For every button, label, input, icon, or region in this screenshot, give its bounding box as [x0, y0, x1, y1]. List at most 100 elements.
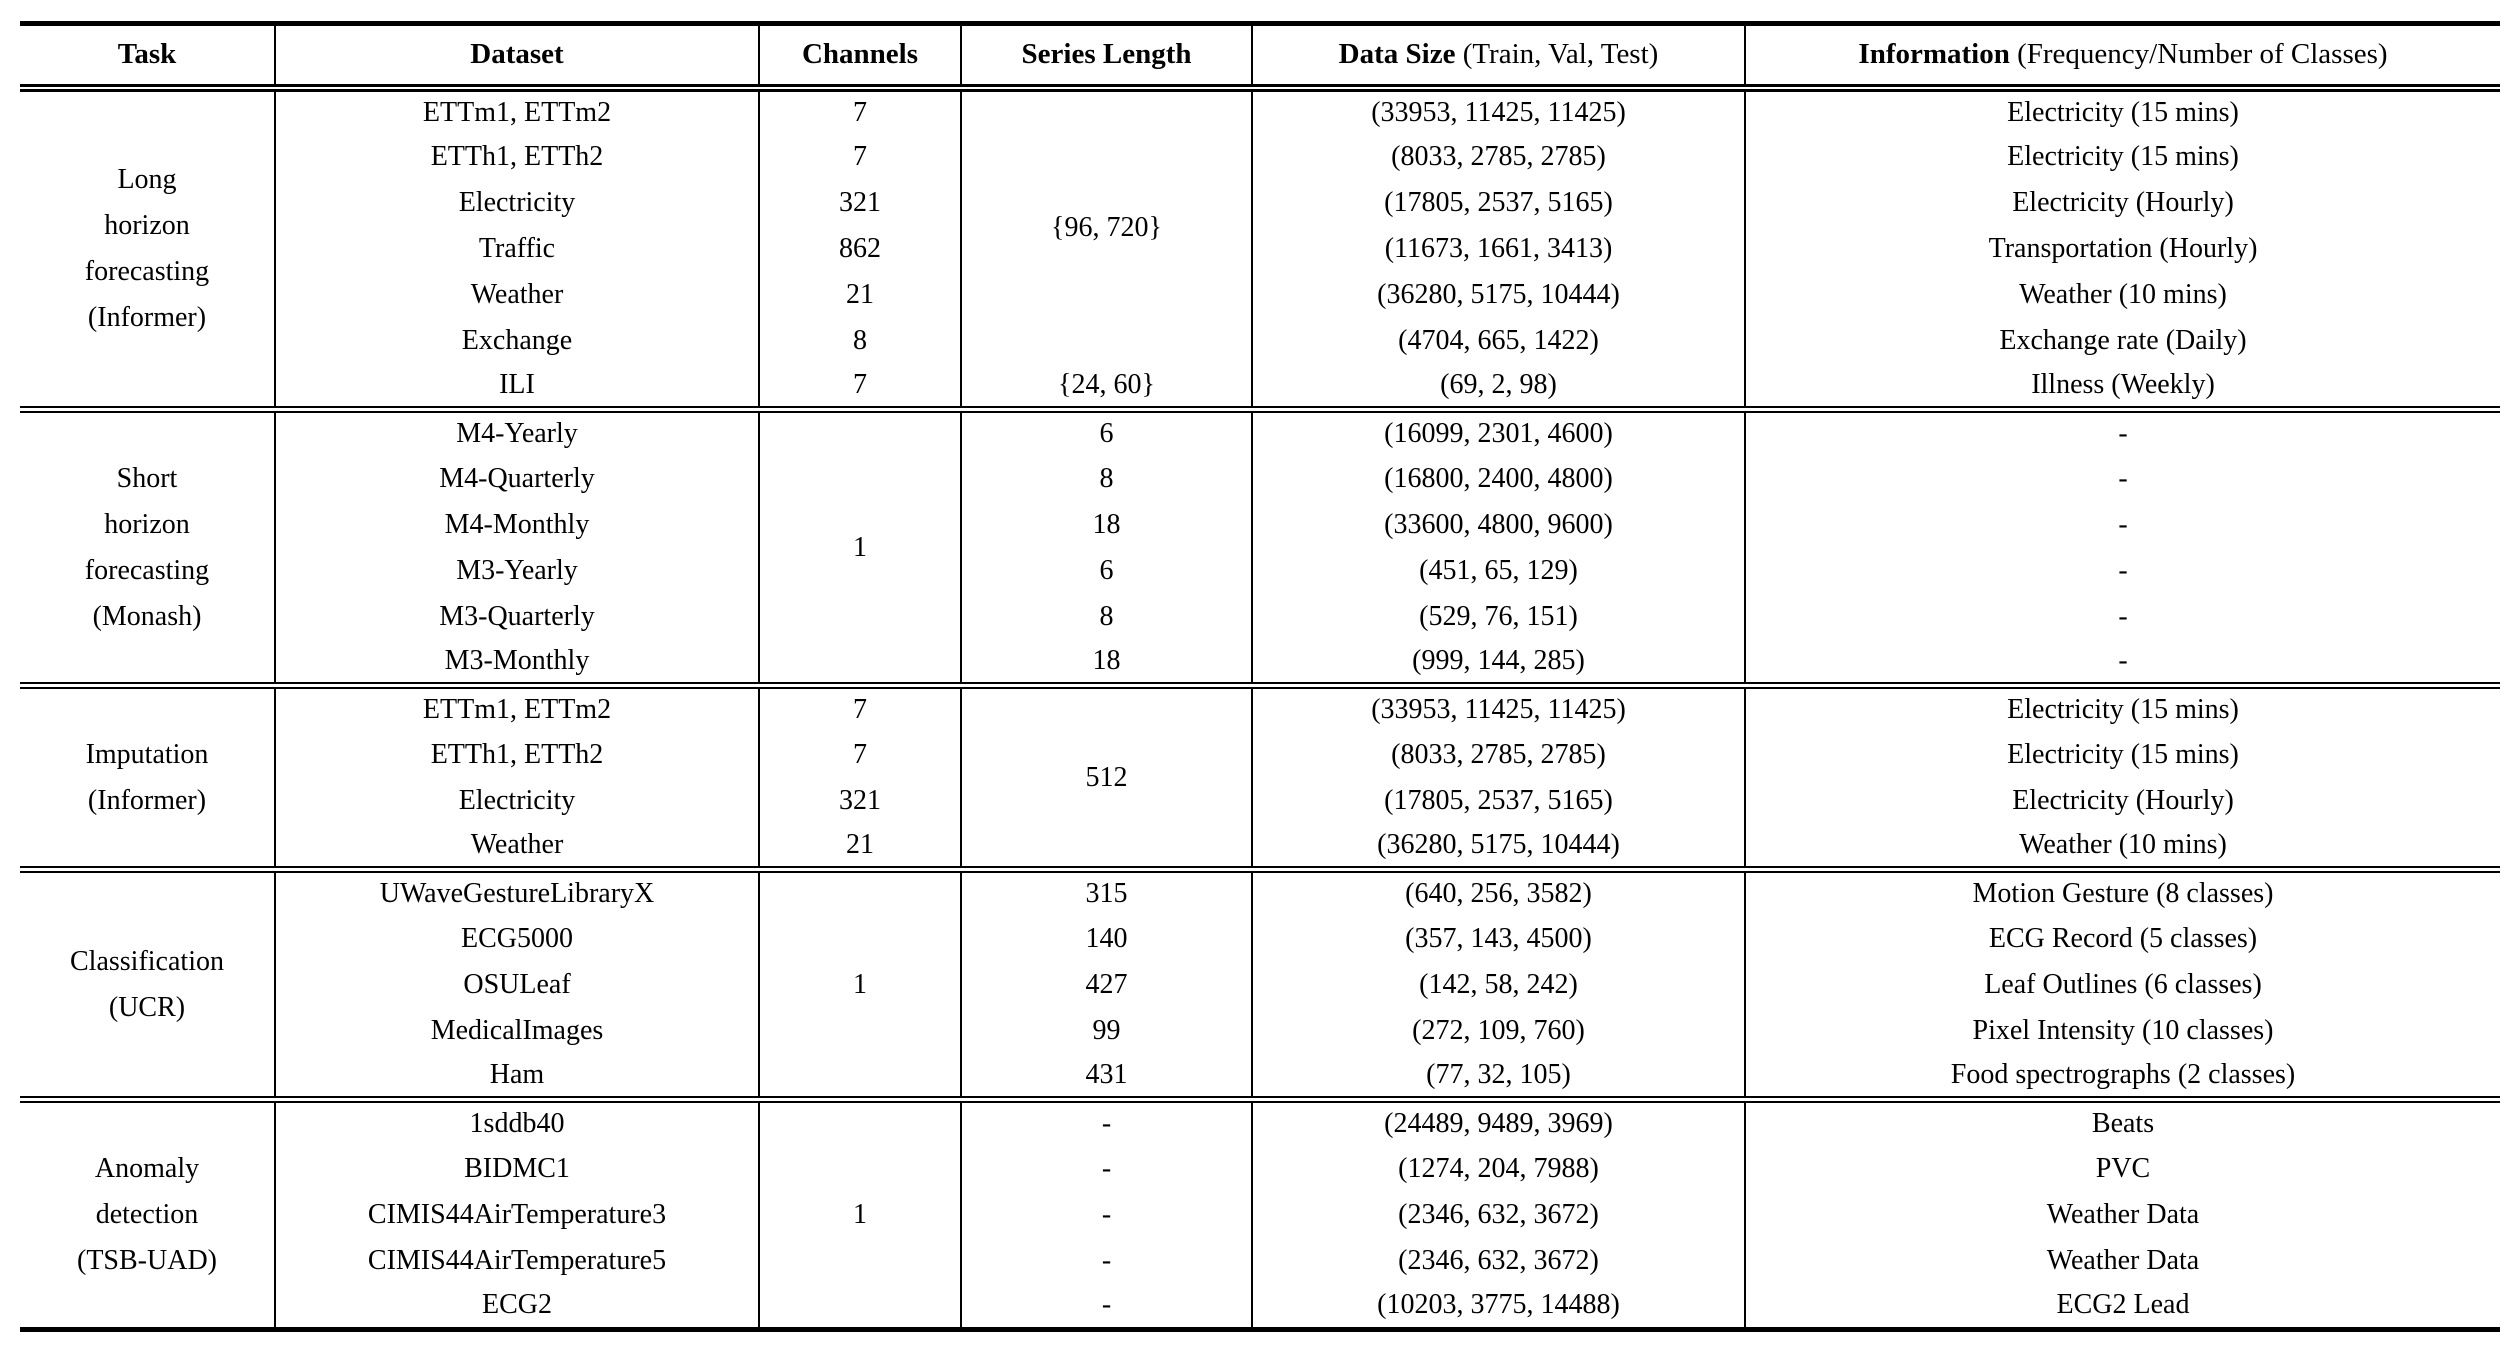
information-cell: PVC: [1744, 1145, 2500, 1192]
table-row: BIDMC1 - (1274, 204, 7988) PVC: [20, 1145, 2500, 1192]
table-row: CIMIS44AirTemperature3 - (2346, 632, 3672)…: [20, 1191, 2500, 1238]
information-cell: Weather Data: [1744, 1237, 2500, 1284]
table-row: ETTh1, ETTh2 7 (8033, 2785, 2785) Electrici…: [20, 133, 2500, 180]
dataset-cell: CIMIS44AirTemperature3: [274, 1191, 759, 1238]
information-cell: Electricity (15 mins): [1744, 731, 2500, 778]
dataset-cell: ECG5000: [274, 915, 759, 962]
data-size-cell: (24489, 9489, 3969): [1251, 1096, 1745, 1146]
table-row: Traffic 862 (11673, 1661, 3413) Transportat…: [20, 225, 2500, 272]
col-header-information-bold: Information: [1858, 38, 2010, 71]
channels-cell: 862: [758, 225, 961, 272]
information-cell: Weather (10 mins): [1744, 823, 2500, 870]
table-row: ECG5000 140 (357, 143, 4500) ECG Record (5 …: [20, 915, 2500, 962]
task-cell: Anomaly detection (TSB-UAD): [20, 1096, 275, 1330]
table-row: M4-Quarterly 8 (16800, 2400, 4800) -: [20, 455, 2500, 502]
information-cell: ECG2 Lead: [1744, 1283, 2500, 1330]
dataset-cell: Electricity: [274, 777, 759, 824]
series-length-cell: 8: [960, 593, 1252, 640]
table-row: ECG2 - (10203, 3775, 14488) ECG2 Lead: [20, 1283, 2500, 1330]
table-row: Anomaly detection (TSB-UAD) 1sddb40 1- (24489…: [20, 1096, 2500, 1330]
dataset-cell: CIMIS44AirTemperature5: [274, 1237, 759, 1284]
series-length-cell: 427: [960, 961, 1252, 1008]
series-length-cell: -: [960, 1096, 1252, 1146]
series-length-cell: -: [960, 1191, 1252, 1238]
col-header-channels-bold: Channels: [801, 38, 919, 71]
channels-cell: 321: [758, 777, 961, 824]
table-row: Classification (UCR) UWaveGestureLibraryX 1…: [20, 866, 2500, 1100]
col-header-data-size-bold: Data Size: [1338, 38, 1456, 71]
col-header-task: Task: [20, 23, 275, 92]
series-length-cell: 99: [960, 1007, 1252, 1054]
dataset-cell: OSULeaf: [274, 961, 759, 1008]
dataset-cell: M3-Quarterly: [274, 593, 759, 640]
table-row: Ham 431 (77, 32, 105) Food spectrographs (2…: [20, 1053, 2500, 1100]
header-row: Task Dataset Channels Series Length Data Siz…: [20, 23, 2500, 92]
series-length-cell: 18: [960, 501, 1252, 548]
information-cell: Weather (10 mins): [1744, 271, 2500, 318]
task-cell: Classification (UCR): [20, 866, 275, 1100]
data-size-cell: (16099, 2301, 4600): [1251, 406, 1745, 456]
dataset-cell: Exchange: [274, 317, 759, 364]
information-cell: Electricity (Hourly): [1744, 179, 2500, 226]
channels-cell: 7: [758, 84, 961, 134]
series-length-cell: -: [960, 1283, 1252, 1330]
col-header-data-size: Data Size (Train, Val, Test): [1251, 23, 1745, 92]
dataset-cell: ETTh1, ETTh2: [274, 133, 759, 180]
table-row: M4-Monthly 18 (33600, 4800, 9600) -: [20, 501, 2500, 548]
series-length-cell: 6: [960, 547, 1252, 594]
table-row: Electricity 321 (17805, 2537, 5165) Electri…: [20, 777, 2500, 824]
col-header-information-normal: (Frequency/Number of Classes): [2009, 38, 2388, 71]
data-size-cell: (10203, 3775, 14488): [1251, 1283, 1745, 1330]
data-size-cell: (8033, 2785, 2785): [1251, 133, 1745, 180]
series-length-cell: {24, 60}: [960, 363, 1252, 410]
information-cell: Beats: [1744, 1096, 2500, 1146]
dataset-cell: Ham: [274, 1053, 759, 1100]
dataset-cell: Weather: [274, 271, 759, 318]
data-size-cell: (33953, 11425, 11425): [1251, 84, 1745, 134]
task-cell: Imputation (Informer): [20, 682, 275, 870]
dataset-cell: ECG2: [274, 1283, 759, 1330]
dataset-cell: BIDMC1: [274, 1145, 759, 1192]
dataset-cell: M4-Yearly: [274, 406, 759, 456]
series-length-cell: 140: [960, 915, 1252, 962]
channels-cell: 321: [758, 179, 961, 226]
information-cell: ECG Record (5 classes): [1744, 915, 2500, 962]
table-row: ILI 7 {24, 60} (69, 2, 98) Illness (Weekly): [20, 363, 2500, 410]
task-cell: Long horizon forecasting (Informer): [20, 84, 275, 410]
channels-cell: 1: [758, 406, 961, 686]
information-cell: Leaf Outlines (6 classes): [1744, 961, 2500, 1008]
data-size-cell: (1274, 204, 7988): [1251, 1145, 1745, 1192]
dataset-cell: 1sddb40: [274, 1096, 759, 1146]
channels-cell: 1: [758, 866, 961, 1100]
table-row: Electricity 321 (17805, 2537, 5165) Electri…: [20, 179, 2500, 226]
dataset-cell: M3-Monthly: [274, 639, 759, 686]
dataset-cell: UWaveGestureLibraryX: [274, 866, 759, 916]
data-size-cell: (451, 65, 129): [1251, 547, 1745, 594]
task-cell: Short horizon forecasting (Monash): [20, 406, 275, 686]
dataset-cell: M3-Yearly: [274, 547, 759, 594]
data-size-cell: (36280, 5175, 10444): [1251, 823, 1745, 870]
col-header-series-length: Series Length: [960, 23, 1252, 92]
series-length-cell: 6: [960, 406, 1252, 456]
information-cell: Food spectrographs (2 classes): [1744, 1053, 2500, 1100]
data-size-cell: (8033, 2785, 2785): [1251, 731, 1745, 778]
series-length-cell: {96, 720}: [960, 84, 1252, 364]
data-size-cell: (2346, 632, 3672): [1251, 1237, 1745, 1284]
data-size-cell: (77, 32, 105): [1251, 1053, 1745, 1100]
information-cell: -: [1744, 455, 2500, 502]
dataset-cell: ETTh1, ETTh2: [274, 731, 759, 778]
data-size-cell: (4704, 665, 1422): [1251, 317, 1745, 364]
data-size-cell: (640, 256, 3582): [1251, 866, 1745, 916]
information-cell: Transportation (Hourly): [1744, 225, 2500, 272]
dataset-cell: ILI: [274, 363, 759, 410]
information-cell: Motion Gesture (8 classes): [1744, 866, 2500, 916]
channels-cell: 1: [758, 1096, 961, 1330]
information-cell: Pixel Intensity (10 classes): [1744, 1007, 2500, 1054]
col-header-data-size-normal: (Train, Val, Test): [1455, 38, 1659, 71]
table-row: M3-Monthly 18 (999, 144, 285) -: [20, 639, 2500, 686]
data-size-cell: (69, 2, 98): [1251, 363, 1745, 410]
dataset-cell: MedicalImages: [274, 1007, 759, 1054]
information-cell: -: [1744, 547, 2500, 594]
table-row: CIMIS44AirTemperature5 - (2346, 632, 3672)…: [20, 1237, 2500, 1284]
